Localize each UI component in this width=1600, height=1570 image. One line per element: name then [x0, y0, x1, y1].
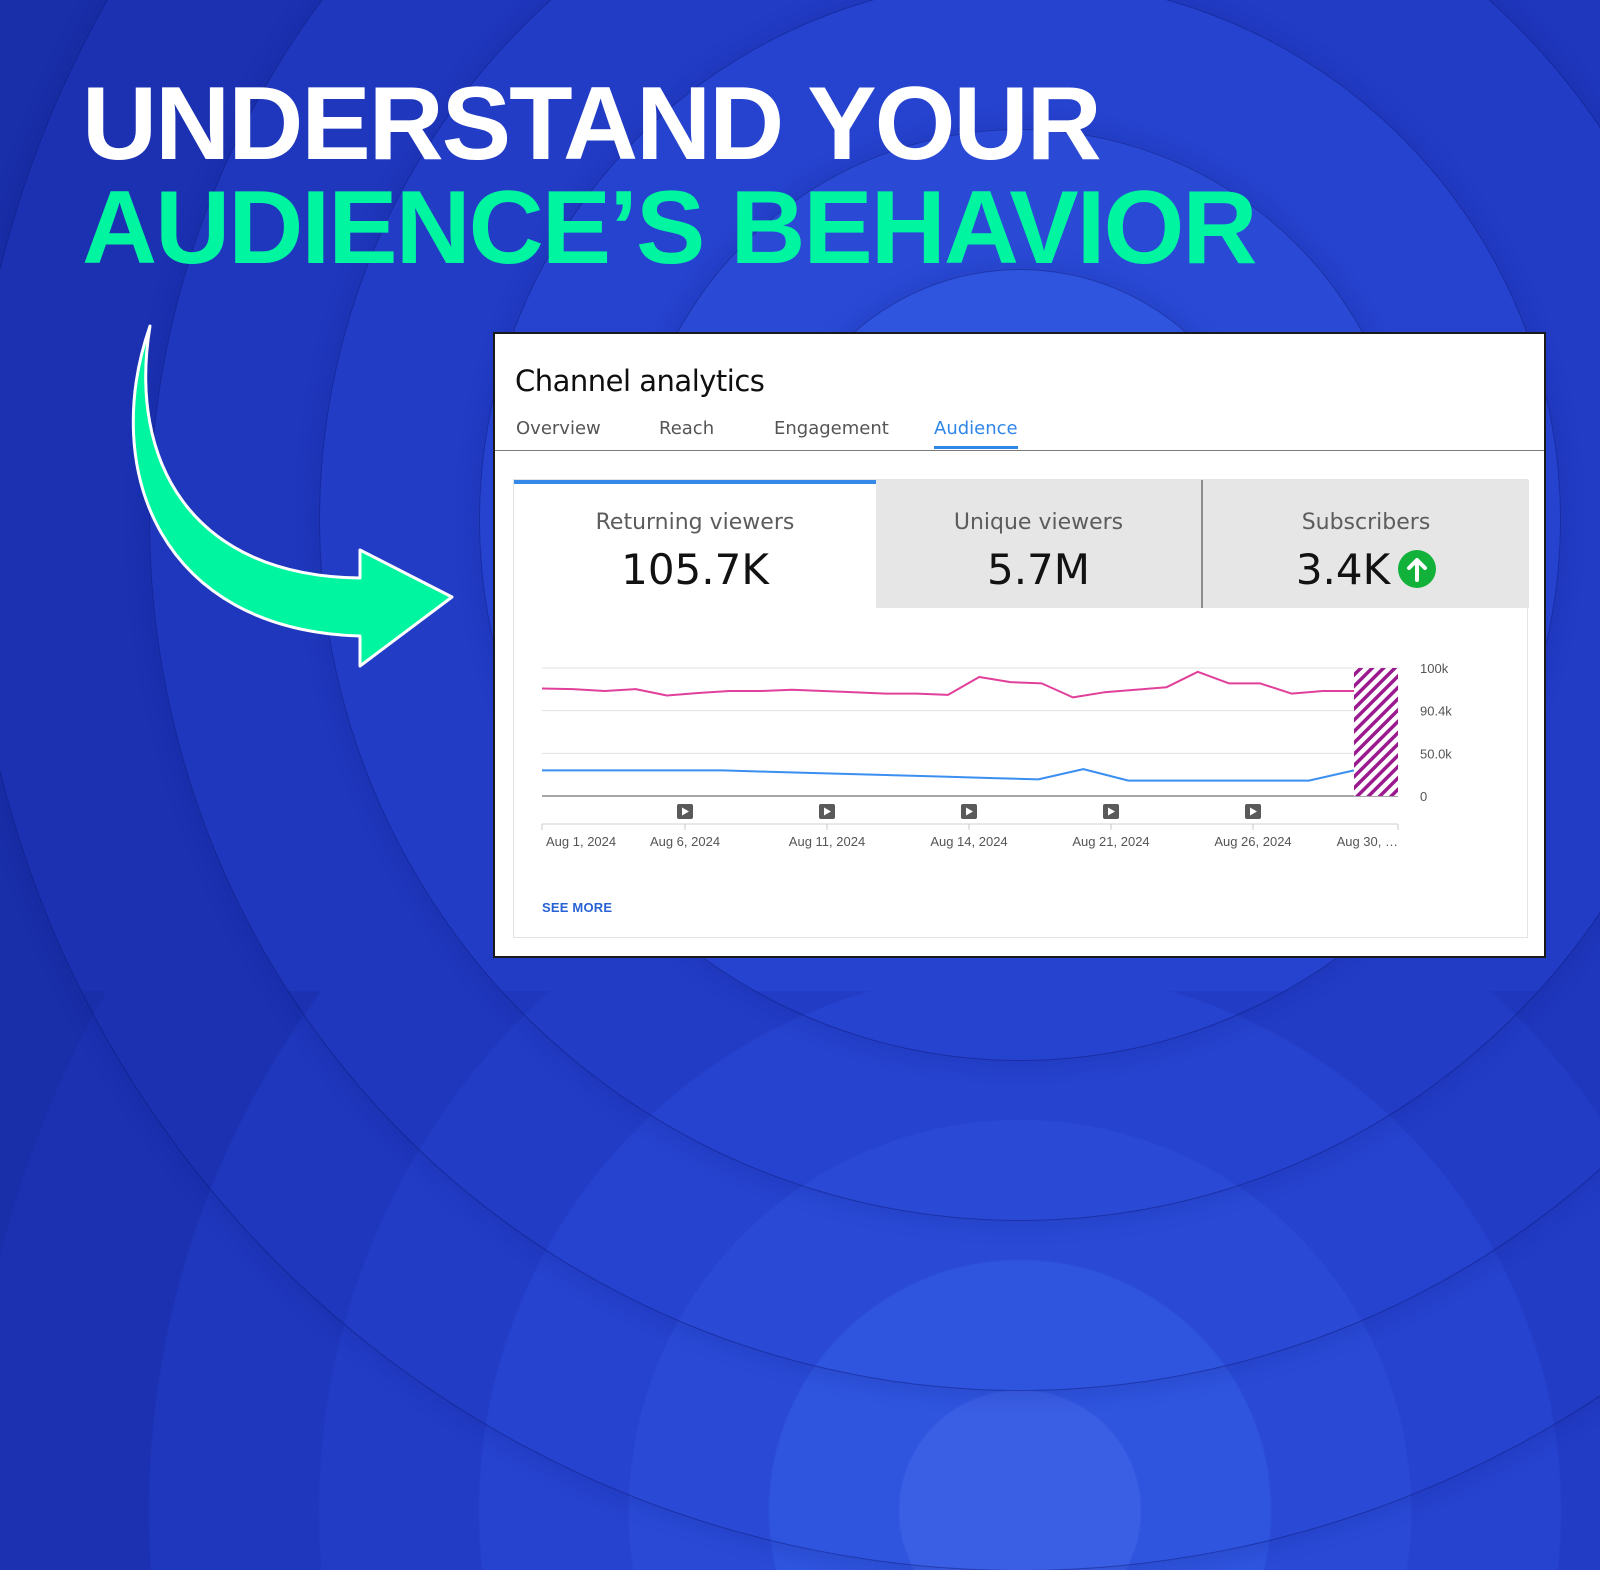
incomplete-data-region	[1354, 668, 1398, 796]
headline: UNDERSTAND YOUR AUDIENCE’S BEHAVIOR	[82, 66, 1258, 286]
card-title: Channel analytics	[515, 364, 765, 398]
tab-overview[interactable]: Overview	[516, 418, 601, 439]
audience-panel: Returning viewers 105.7K Unique viewers …	[513, 479, 1529, 938]
metric-value: 5.7M	[986, 545, 1091, 594]
tab-engagement[interactable]: Engagement	[774, 418, 889, 439]
series-line-1	[542, 768, 1355, 782]
metric-subscribers[interactable]: Subscribers 3.4K	[1203, 480, 1529, 608]
y-tick-label: 100k	[1420, 661, 1449, 676]
metric-label: Subscribers	[1301, 510, 1431, 535]
metric-label: Unique viewers	[953, 510, 1124, 535]
tab-bar: Overview Reach Engagement Audience	[495, 412, 1544, 451]
headline-line-2: AUDIENCE’S BEHAVIOR	[82, 170, 1258, 286]
metric-label: Returning viewers	[595, 510, 795, 535]
metric-value-row: 3.4K	[1203, 545, 1529, 594]
video-marker-icon	[819, 804, 835, 819]
x-tick-label: Aug 30, …	[1337, 834, 1398, 849]
x-tick-label: Aug 6, 2024	[650, 834, 720, 849]
metric-unique-viewers[interactable]: Unique viewers 5.7M	[876, 480, 1203, 608]
x-tick-label: Aug 11, 2024	[789, 834, 865, 849]
video-marker-icon	[1103, 804, 1119, 819]
y-tick-label: 0	[1420, 789, 1427, 804]
series-line-0	[541, 670, 1354, 699]
channel-analytics-card: Channel analytics Overview Reach Engagem…	[493, 332, 1546, 958]
tab-audience[interactable]: Audience	[934, 418, 1018, 449]
see-more-link[interactable]: SEE MORE	[542, 900, 613, 915]
x-tick-label: Aug 14, 2024	[930, 834, 1007, 849]
metric-value: 3.4K	[1295, 545, 1391, 594]
x-tick-label: Aug 21, 2024	[1072, 834, 1149, 849]
video-marker-icon	[677, 804, 693, 819]
video-marker-icon	[1245, 804, 1261, 819]
x-tick-label: Aug 26, 2024	[1214, 834, 1291, 849]
x-tick-label: Aug 1, 2024	[546, 834, 616, 849]
audience-line-chart: 100k 90.4k 50.0k 0 Aug 1, 2024 Aug 6, 2024 Au…	[541, 661, 1452, 849]
video-marker-icon	[961, 804, 977, 819]
headline-line-1: UNDERSTAND YOUR	[82, 66, 1102, 182]
y-tick-label: 90.4k	[1420, 704, 1452, 719]
curved-arrow-icon	[120, 320, 460, 685]
y-tick-label: 50.0k	[1420, 746, 1452, 761]
metric-returning-viewers[interactable]: Returning viewers 105.7K	[514, 480, 876, 608]
tab-reach[interactable]: Reach	[659, 418, 715, 439]
arrow-up-circle-icon	[1398, 549, 1437, 588]
metric-value: 105.7K	[621, 545, 769, 594]
